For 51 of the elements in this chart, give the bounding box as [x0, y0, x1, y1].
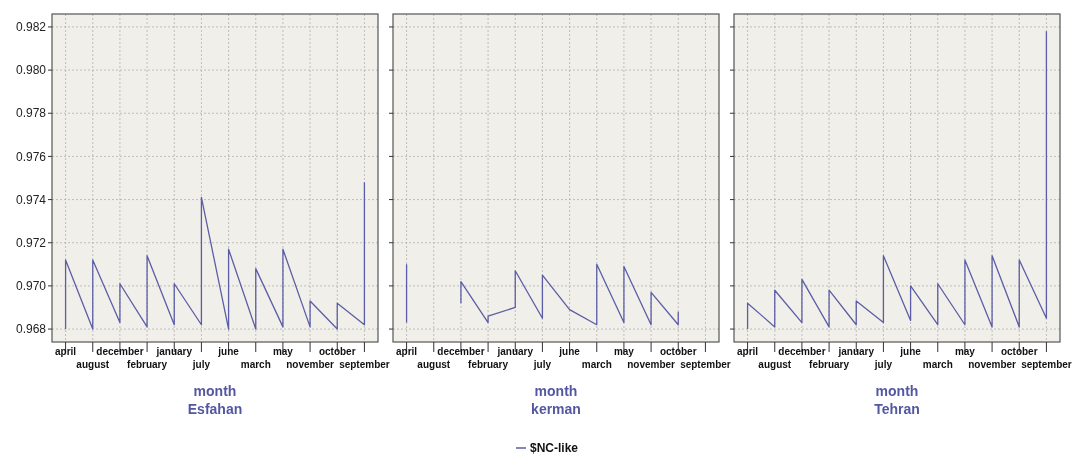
x-tick-label: november: [968, 359, 1017, 370]
y-tick-label: 0.982: [15, 20, 47, 35]
x-tick-label: august: [417, 359, 451, 370]
x-tick-label: november: [627, 359, 676, 370]
x-tick-label: july: [873, 359, 893, 370]
y-tick-label: 0.978: [15, 106, 47, 121]
x-tick-label: june: [217, 346, 240, 357]
x-tick-label: september: [339, 359, 390, 370]
x-tick-label: july: [532, 359, 552, 370]
x-tick-label: july: [191, 359, 211, 370]
x-tick-label: february: [127, 359, 168, 370]
text: Esfahan: [187, 401, 243, 417]
text: Tehran: [874, 401, 920, 417]
x-axis-title: month: [193, 383, 237, 399]
x-tick-label: february: [468, 359, 509, 370]
x-tick-label: march: [240, 359, 271, 370]
x-tick-label: march: [581, 359, 612, 370]
y-tick-label: 0.974: [15, 192, 47, 207]
x-tick-label: may: [272, 346, 294, 357]
x-tick-label: may: [954, 346, 976, 357]
text: kerman: [531, 401, 581, 417]
x-tick-label: february: [809, 359, 850, 370]
x-tick-label: january: [837, 346, 875, 357]
y-tick-label: 0.980: [15, 63, 47, 78]
y-tick-label: 0.976: [15, 149, 47, 164]
x-axis-title: month: [534, 383, 578, 399]
x-tick-label: january: [155, 346, 193, 357]
x-tick-label: march: [922, 359, 953, 370]
y-tick-label: 0.968: [15, 322, 47, 337]
x-tick-label: december: [96, 346, 144, 357]
x-tick-label: april: [55, 346, 77, 357]
x-tick-label: august: [76, 359, 110, 370]
x-tick-label: september: [680, 359, 731, 370]
x-tick-label: november: [286, 359, 335, 370]
x-tick-label: january: [496, 346, 534, 357]
x-axis-title: month: [875, 383, 919, 399]
x-tick-label: august: [758, 359, 792, 370]
x-tick-label: june: [899, 346, 922, 357]
x-tick-label: may: [613, 346, 635, 357]
y-tick-label: 0.970: [15, 279, 47, 294]
y-tick-label: 0.972: [15, 235, 47, 250]
x-tick-label: september: [1021, 359, 1072, 370]
x-tick-label: december: [437, 346, 485, 357]
x-tick-label: april: [396, 346, 418, 357]
x-tick-label: october: [659, 346, 697, 357]
x-tick-label: december: [778, 346, 826, 357]
legend-label: $NC-like: [530, 441, 579, 455]
x-tick-label: october: [318, 346, 356, 357]
x-tick-label: april: [737, 346, 759, 357]
x-tick-label: june: [558, 346, 581, 357]
x-tick-label: october: [1000, 346, 1038, 357]
